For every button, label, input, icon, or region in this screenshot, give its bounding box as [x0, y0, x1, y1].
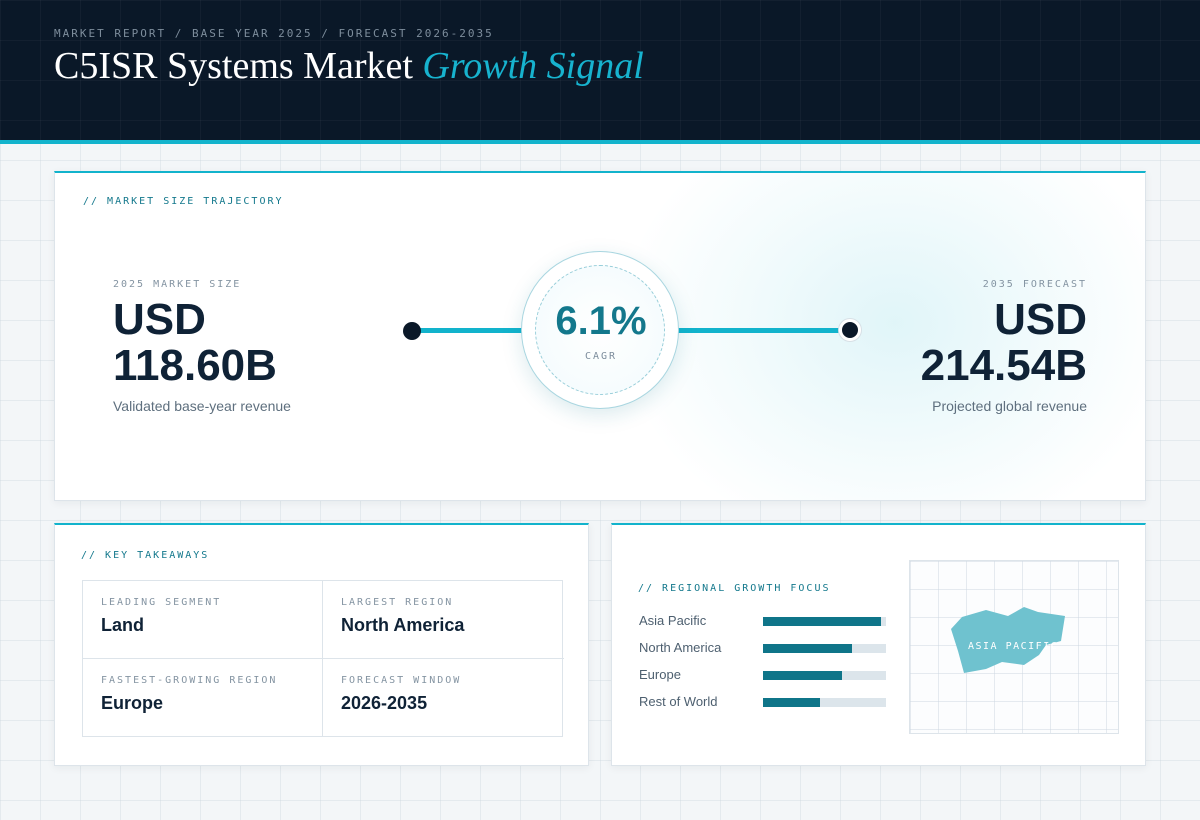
- takeaway-value: Europe: [101, 693, 164, 713]
- section-label-trajectory: // MARKET SIZE TRAJECTORY: [83, 196, 284, 207]
- end-metric-amount: 214.54B: [920, 341, 1087, 390]
- region-bar-track: [763, 644, 886, 653]
- region-bar-fill: [763, 698, 820, 707]
- end-metric-caption: Projected global revenue: [932, 398, 1087, 414]
- region-bar-track: [763, 617, 886, 626]
- region-bar-fill: [763, 617, 882, 626]
- region-bar-row: North America: [639, 640, 889, 656]
- region-bar-track: [763, 671, 886, 680]
- takeaways-grid: LEADING SEGMENT Land LARGEST REGION Nort…: [82, 580, 564, 737]
- section-label-regional: // REGIONAL GROWTH FOCUS: [638, 583, 831, 594]
- takeaway-label: LEADING SEGMENT: [101, 597, 222, 608]
- takeaway-leading-segment: LEADING SEGMENT Land: [83, 581, 323, 659]
- start-metric-amount: 118.60B: [113, 341, 277, 390]
- page-title-accent: Growth Signal: [422, 45, 644, 87]
- region-bar-track: [763, 698, 886, 707]
- takeaway-value: North America: [341, 615, 465, 635]
- cagr-inner-ring: 6.1% CAGR: [535, 265, 665, 395]
- asia-pacific-map-shape: [951, 607, 1065, 673]
- map-region-label: ASIA PACIFIC: [968, 641, 1059, 652]
- key-takeaways-card: // KEY TAKEAWAYS LEADING SEGMENT Land LA…: [54, 523, 589, 766]
- background-glow: [615, 173, 1145, 500]
- region-bar-label: Asia Pacific: [639, 613, 707, 628]
- region-bar-fill: [763, 644, 852, 653]
- takeaway-fastest-growing-region: FASTEST-GROWING REGION Europe: [83, 659, 323, 737]
- regional-growth-card: // REGIONAL GROWTH FOCUS Asia Pacific No…: [611, 523, 1146, 766]
- takeaway-forecast-window: FORECAST WINDOW 2026-2035: [323, 659, 564, 737]
- start-metric-currency: USD: [113, 295, 206, 344]
- end-metric-value: USD 214.54B: [921, 297, 1087, 389]
- end-metric-currency: USD: [994, 295, 1087, 344]
- page-header: MARKET REPORT / BASE YEAR 2025 / FORECAS…: [0, 0, 1200, 144]
- takeaway-largest-region: LARGEST REGION North America: [323, 581, 564, 659]
- market-trajectory-card: // MARKET SIZE TRAJECTORY 2025 MARKET SI…: [54, 171, 1146, 501]
- cagr-badge: 6.1% CAGR: [521, 251, 679, 409]
- end-point-dot: [839, 319, 861, 341]
- region-bar-row: Rest of World: [639, 694, 889, 710]
- start-metric-caption: Validated base-year revenue: [113, 398, 291, 414]
- section-label-takeaways: // KEY TAKEAWAYS: [81, 550, 210, 561]
- takeaway-label: FORECAST WINDOW: [341, 675, 462, 686]
- region-bar-label: Rest of World: [639, 694, 718, 709]
- region-bar-label: Europe: [639, 667, 681, 682]
- region-map: ASIA PACIFIC: [909, 560, 1119, 734]
- page-title: C5ISR Systems Market Growth Signal: [54, 44, 644, 88]
- takeaway-value: Land: [101, 615, 144, 635]
- region-bar-fill: [763, 671, 842, 680]
- start-point-dot: [403, 322, 421, 340]
- takeaway-value: 2026-2035: [341, 693, 428, 713]
- breadcrumb: MARKET REPORT / BASE YEAR 2025 / FORECAS…: [54, 27, 494, 40]
- start-metric-value: USD 118.60B: [113, 297, 277, 389]
- cagr-label: CAGR: [584, 351, 618, 362]
- region-bar-row: Asia Pacific: [639, 613, 889, 629]
- start-metric-label: 2025 MARKET SIZE: [113, 279, 242, 290]
- cagr-value: 6.1%: [555, 299, 647, 343]
- end-metric-label: 2035 FORECAST: [982, 279, 1087, 290]
- region-bar-label: North America: [639, 640, 722, 655]
- takeaway-label: FASTEST-GROWING REGION: [101, 675, 278, 686]
- region-bar-row: Europe: [639, 667, 889, 683]
- page-title-main: C5ISR Systems Market: [54, 45, 413, 87]
- takeaway-label: LARGEST REGION: [341, 597, 454, 608]
